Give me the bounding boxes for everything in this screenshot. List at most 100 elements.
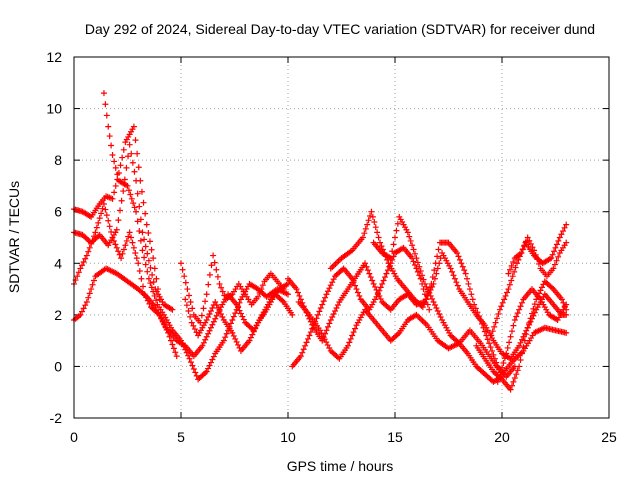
data-point-marker bbox=[519, 246, 526, 253]
data-point-marker bbox=[404, 229, 411, 236]
data-point-marker bbox=[210, 318, 217, 325]
data-point-marker bbox=[235, 341, 242, 348]
data-point-marker bbox=[232, 335, 239, 342]
y-tick-label: 4 bbox=[54, 255, 62, 271]
data-point-marker bbox=[218, 284, 225, 291]
data-point-marker bbox=[433, 270, 440, 277]
data-point-marker bbox=[518, 249, 525, 256]
data-point-marker bbox=[211, 259, 218, 266]
data-point-marker bbox=[296, 292, 303, 299]
data-point-marker bbox=[239, 313, 246, 320]
data-point-marker bbox=[220, 337, 227, 344]
data-point-marker bbox=[142, 261, 149, 268]
data-point-marker bbox=[458, 260, 465, 267]
data-point-marker bbox=[116, 251, 123, 258]
data-point-marker bbox=[203, 317, 210, 324]
data-point-marker bbox=[472, 305, 479, 312]
series-sat-f bbox=[178, 252, 287, 326]
data-point-marker bbox=[300, 346, 307, 353]
data-point-marker bbox=[521, 242, 528, 249]
data-point-marker bbox=[125, 187, 132, 194]
data-point-marker bbox=[520, 344, 527, 351]
data-point-marker bbox=[513, 371, 520, 378]
data-point-marker bbox=[417, 268, 424, 275]
data-point-marker bbox=[142, 243, 149, 250]
data-point-marker bbox=[506, 281, 513, 288]
data-point-marker bbox=[426, 289, 433, 296]
data-point-marker bbox=[421, 280, 428, 287]
data-point-marker bbox=[323, 291, 330, 298]
data-point-marker bbox=[126, 141, 133, 148]
data-point-marker bbox=[230, 313, 237, 320]
data-point-marker bbox=[488, 332, 495, 339]
data-point-marker bbox=[322, 294, 329, 301]
data-point-marker bbox=[465, 280, 472, 287]
data-point-marker bbox=[312, 318, 319, 325]
data-point-marker bbox=[464, 275, 471, 282]
data-point-marker bbox=[521, 337, 528, 344]
data-point-marker bbox=[83, 298, 90, 305]
data-point-marker bbox=[294, 289, 301, 296]
data-point-marker bbox=[79, 308, 86, 315]
data-point-marker bbox=[392, 234, 398, 241]
data-point-marker bbox=[429, 295, 436, 302]
data-point-marker bbox=[346, 339, 353, 346]
data-point-marker bbox=[206, 271, 213, 278]
data-point-marker bbox=[507, 333, 514, 340]
data-point-marker bbox=[120, 188, 127, 195]
data-point-marker bbox=[494, 315, 501, 322]
data-point-marker bbox=[98, 210, 105, 217]
data-point-marker bbox=[435, 246, 442, 253]
data-point-marker bbox=[387, 255, 394, 262]
data-point-marker bbox=[303, 339, 310, 346]
data-point-marker bbox=[203, 291, 210, 298]
data-point-marker bbox=[526, 321, 533, 328]
data-point-marker bbox=[86, 290, 93, 297]
data-point-marker bbox=[350, 279, 357, 286]
data-point-marker bbox=[151, 292, 158, 299]
data-point-marker bbox=[512, 264, 519, 271]
data-point-marker bbox=[510, 378, 517, 385]
data-point-marker bbox=[436, 310, 443, 317]
data-point-marker bbox=[200, 339, 207, 346]
data-point-marker bbox=[466, 286, 473, 293]
data-point-marker bbox=[233, 338, 240, 345]
data-point-marker bbox=[145, 257, 152, 264]
data-point-marker bbox=[527, 318, 534, 325]
data-point-marker bbox=[189, 362, 196, 369]
y-axis-label: SDTVAR / TECUs bbox=[6, 181, 22, 293]
data-point-marker bbox=[432, 260, 439, 267]
data-point-marker bbox=[329, 314, 336, 321]
data-point-marker bbox=[376, 287, 383, 294]
data-point-marker bbox=[299, 349, 306, 356]
data-point-marker bbox=[499, 299, 506, 306]
series-sat-l bbox=[370, 213, 505, 385]
data-point-marker bbox=[535, 260, 542, 267]
data-point-marker bbox=[507, 386, 514, 393]
x-axis-label: GPS time / hours bbox=[287, 458, 394, 474]
data-point-marker bbox=[508, 262, 515, 269]
data-point-marker bbox=[513, 313, 520, 320]
data-point-marker bbox=[356, 292, 363, 299]
data-point-marker bbox=[156, 296, 163, 303]
data-point-marker bbox=[233, 301, 240, 308]
data-point-marker bbox=[100, 90, 107, 97]
data-point-marker bbox=[509, 273, 516, 280]
data-point-marker bbox=[306, 332, 313, 339]
data-point-marker bbox=[168, 337, 175, 344]
data-point-marker bbox=[510, 258, 517, 265]
data-point-marker bbox=[347, 335, 354, 342]
data-point-marker bbox=[202, 336, 209, 343]
data-point-marker bbox=[184, 286, 191, 293]
data-point-marker bbox=[474, 309, 481, 316]
data-point-marker bbox=[123, 164, 130, 171]
data-point-marker bbox=[327, 282, 334, 289]
data-point-marker bbox=[183, 302, 190, 309]
data-point-marker bbox=[332, 307, 339, 314]
data-point-marker bbox=[450, 272, 457, 279]
data-point-marker bbox=[419, 272, 426, 279]
data-point-marker bbox=[289, 311, 296, 318]
data-point-marker bbox=[205, 314, 212, 321]
data-point-marker bbox=[484, 336, 491, 343]
data-point-marker bbox=[112, 164, 119, 171]
